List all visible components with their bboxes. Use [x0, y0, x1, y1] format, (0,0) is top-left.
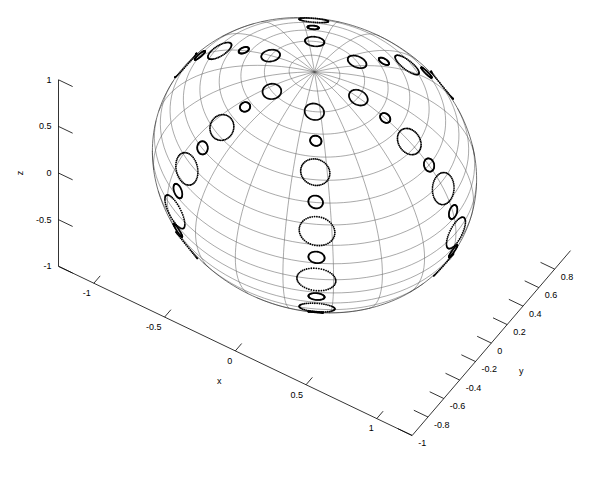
svg-text:-0.2: -0.2 — [481, 364, 497, 374]
svg-text:0.8: 0.8 — [561, 272, 574, 282]
svg-text:1: 1 — [369, 423, 374, 433]
svg-text:-0.8: -0.8 — [434, 420, 450, 430]
svg-text:0: 0 — [497, 346, 502, 356]
svg-text:y: y — [519, 366, 524, 376]
svg-text:-0.5: -0.5 — [36, 215, 52, 225]
svg-text:-1: -1 — [43, 261, 51, 271]
svg-text:-0.6: -0.6 — [450, 401, 466, 411]
svg-text:-1: -1 — [83, 288, 91, 298]
svg-text:-1: -1 — [418, 438, 426, 448]
svg-text:0.2: 0.2 — [513, 327, 526, 337]
svg-text:0: 0 — [46, 168, 51, 178]
svg-text:0.6: 0.6 — [545, 290, 558, 300]
svg-text:0.5: 0.5 — [39, 121, 52, 131]
svg-text:0.5: 0.5 — [291, 390, 304, 400]
svg-text:0: 0 — [227, 356, 232, 366]
svg-text:-0.4: -0.4 — [466, 383, 482, 393]
svg-text:1: 1 — [46, 75, 51, 85]
svg-text:x: x — [217, 376, 222, 386]
svg-text:z: z — [15, 170, 25, 175]
svg-text:-0.5: -0.5 — [146, 322, 162, 332]
svg-text:0.4: 0.4 — [529, 309, 542, 319]
